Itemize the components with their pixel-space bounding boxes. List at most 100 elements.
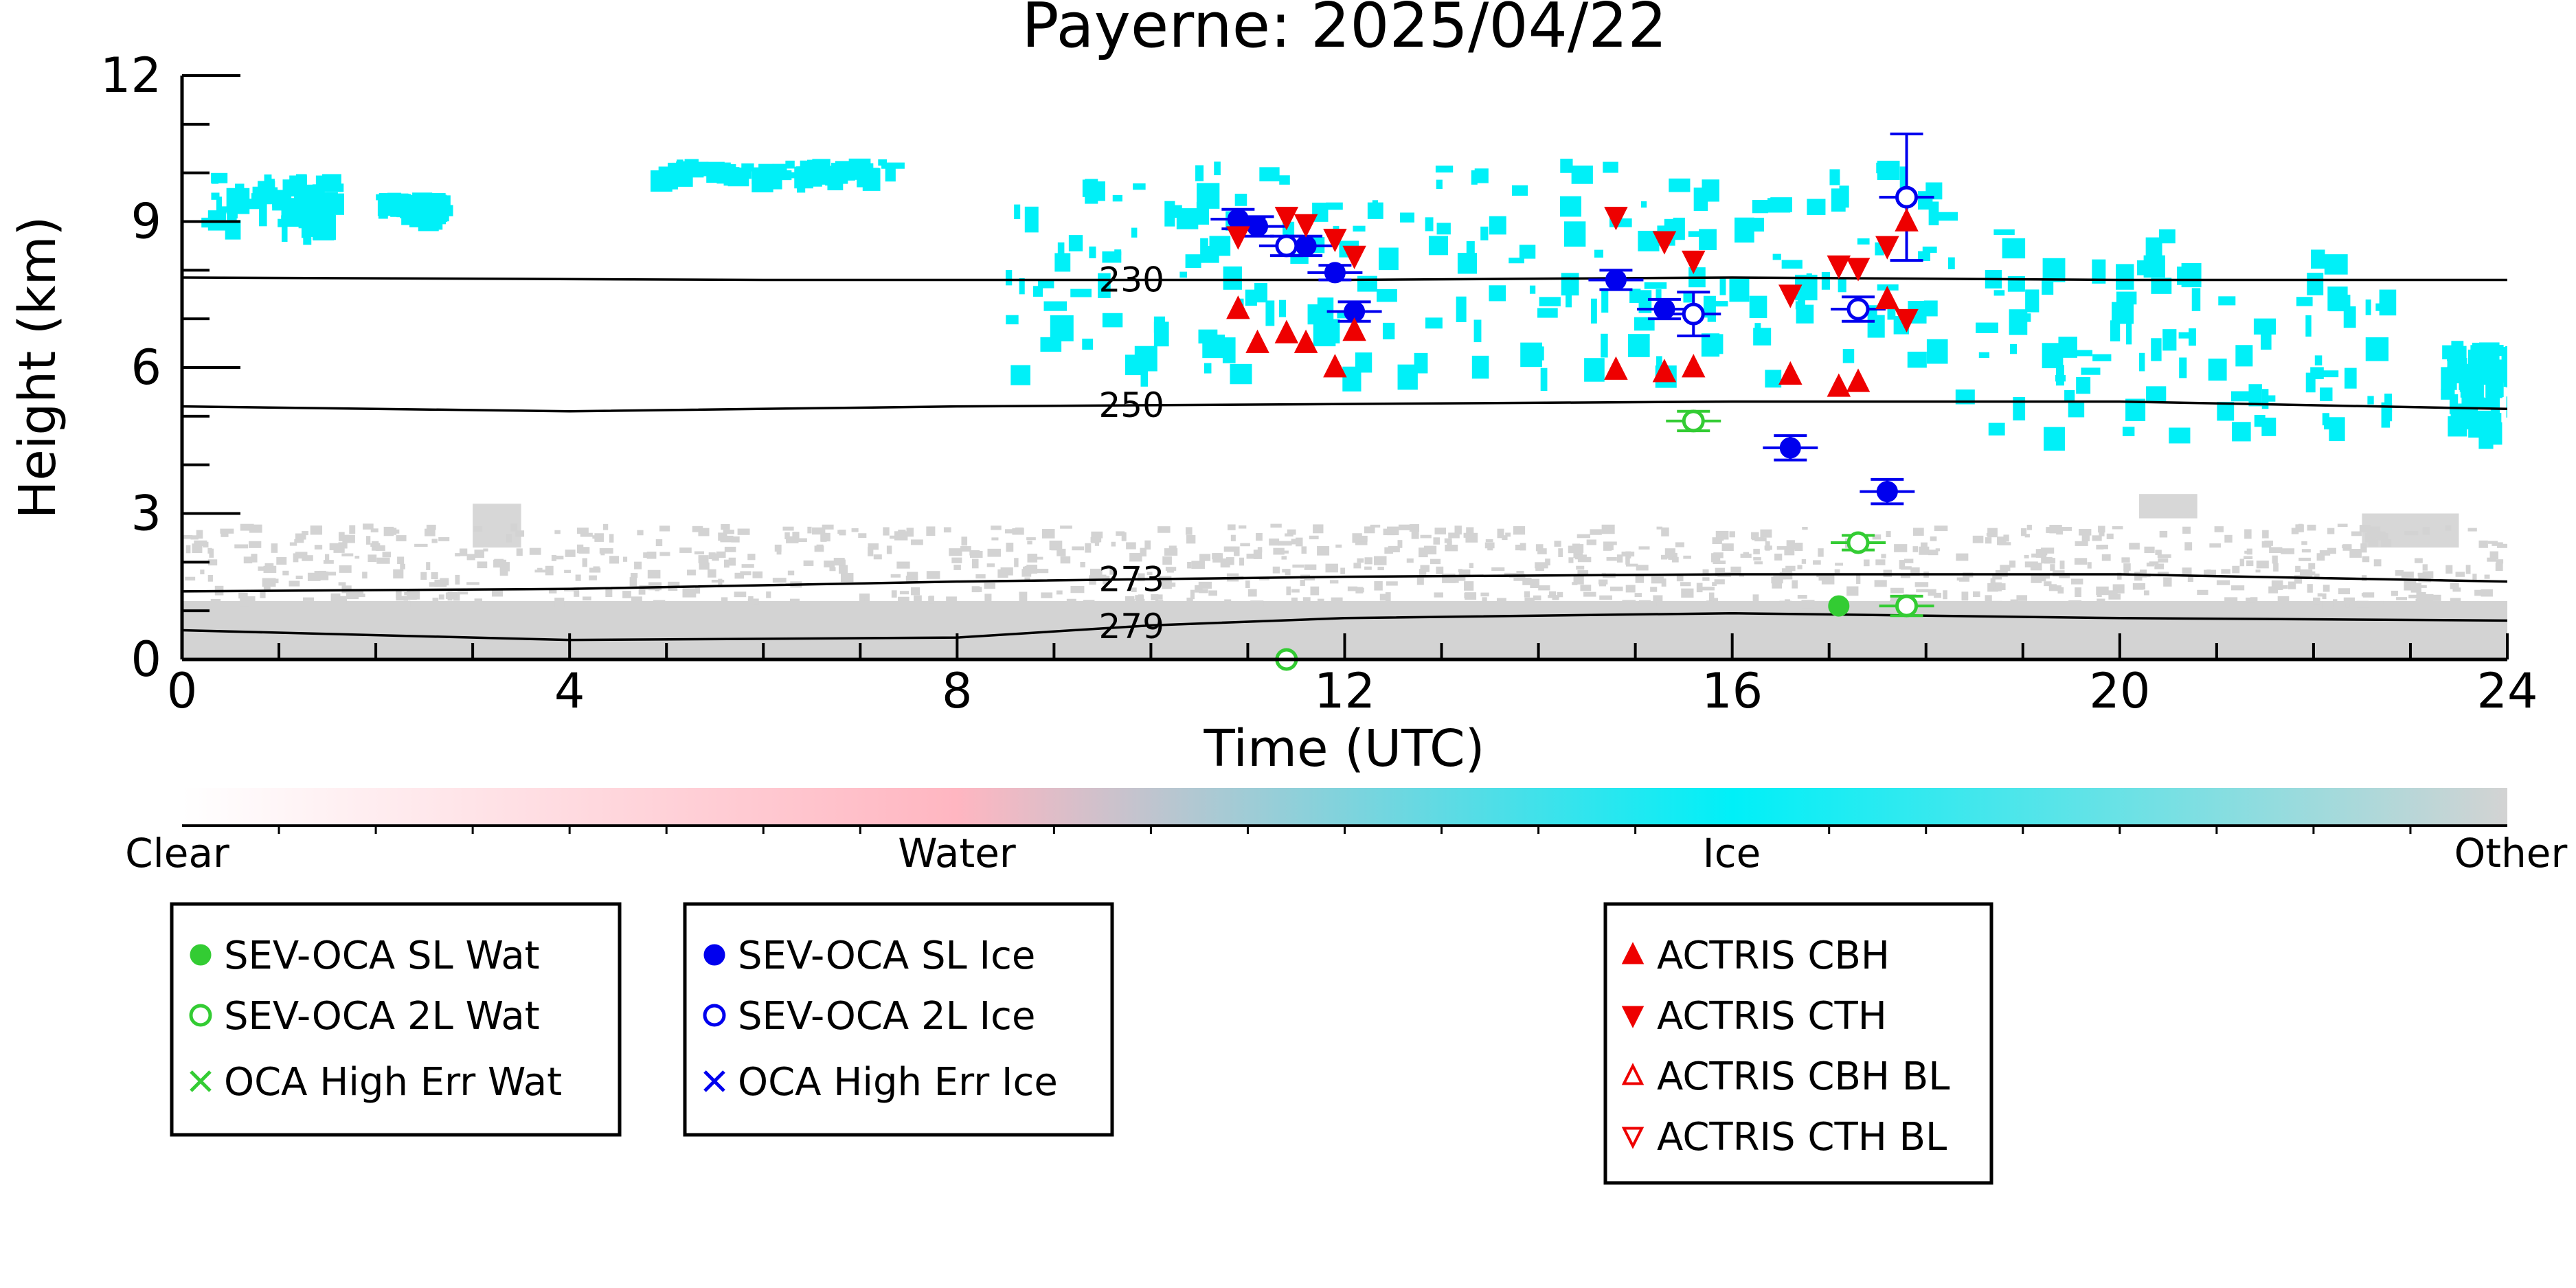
cloud-speck bbox=[1634, 317, 1655, 331]
cloud-speck bbox=[1886, 531, 1891, 538]
cloud-speck bbox=[2050, 564, 2055, 571]
cloud-speck bbox=[1887, 306, 1896, 320]
cloud-speck bbox=[2055, 365, 2064, 386]
cloud-speck bbox=[1000, 567, 1013, 576]
cloud-speck bbox=[1140, 364, 1149, 387]
cloud-speck bbox=[2327, 528, 2335, 534]
cloud-speck bbox=[2255, 569, 2261, 573]
cloud-speck bbox=[1435, 166, 1454, 173]
cloud-speck bbox=[2106, 533, 2114, 539]
cloud-speck bbox=[1717, 536, 1724, 541]
cloud-speck bbox=[1397, 540, 1403, 548]
cloud-speck bbox=[1157, 594, 1163, 600]
cloud-speck bbox=[1513, 574, 1526, 581]
cloud-speck bbox=[2025, 289, 2040, 313]
cloud-speck bbox=[2308, 563, 2316, 569]
point-actris-cbh bbox=[1245, 329, 1269, 353]
cloud-speck bbox=[1131, 227, 1138, 238]
cloud-speck bbox=[322, 174, 341, 192]
cloud-speck bbox=[741, 564, 754, 568]
cloud-speck bbox=[991, 526, 1002, 530]
cloud-speck bbox=[281, 217, 288, 242]
cloud-speck bbox=[1245, 580, 1250, 588]
point-actris-cbh bbox=[1681, 354, 1706, 378]
cloud-speck bbox=[265, 179, 275, 197]
cloud-speck bbox=[906, 528, 914, 537]
cloud-speck bbox=[1857, 238, 1870, 245]
cloud-speck bbox=[718, 532, 727, 541]
cloud-speck bbox=[1279, 175, 1290, 185]
cloud-speck bbox=[516, 548, 523, 556]
isotherm-230 bbox=[182, 276, 2507, 282]
cloud-speck bbox=[1976, 322, 1998, 333]
cloud-speck bbox=[324, 572, 337, 576]
cloud-speck bbox=[1014, 558, 1019, 567]
cloud-speck bbox=[1272, 566, 1280, 574]
cloud-speck bbox=[1801, 558, 1807, 564]
cloud-speck bbox=[1015, 527, 1024, 533]
cloud-speck bbox=[788, 172, 800, 179]
cloud-speck bbox=[295, 552, 308, 559]
cloud-speck bbox=[553, 555, 564, 560]
cloud-speck bbox=[2317, 370, 2339, 378]
cloud-speck bbox=[491, 589, 503, 597]
cloud-speck bbox=[1089, 568, 1103, 577]
y-tick-label: 0 bbox=[131, 631, 161, 688]
cloud-speck bbox=[2320, 387, 2333, 402]
cloud-speck bbox=[1920, 542, 1928, 551]
cloud-speck bbox=[2154, 563, 2165, 569]
cloud-speck bbox=[837, 530, 844, 534]
cloud-speck bbox=[1109, 569, 1117, 575]
cloud-speck bbox=[1680, 582, 1691, 587]
cloud-speck bbox=[2246, 560, 2254, 567]
cloud-speck bbox=[1292, 564, 1304, 568]
cloud-speck bbox=[2050, 584, 2057, 589]
cloud-speck bbox=[1300, 580, 1305, 586]
cloud-speck bbox=[2396, 597, 2408, 600]
cloud-speck bbox=[1936, 212, 1958, 221]
cloud-speck bbox=[2112, 302, 2134, 324]
cloud-speck bbox=[1049, 541, 1063, 550]
cloud-speck bbox=[354, 556, 360, 559]
legend-marker-shape bbox=[190, 944, 212, 966]
cloud-speck bbox=[576, 544, 584, 554]
cloud-speck bbox=[2139, 569, 2147, 578]
cloud-speck bbox=[2311, 249, 2325, 269]
cloud-speck bbox=[483, 548, 488, 552]
cloud-speck bbox=[2098, 526, 2105, 533]
cloud-speck bbox=[1714, 579, 1725, 585]
cloud-speck bbox=[1638, 600, 1651, 605]
cloud-speck bbox=[787, 536, 794, 543]
cloud-speck bbox=[576, 528, 589, 534]
cloud-speck bbox=[759, 172, 773, 190]
cloud-speck bbox=[1856, 575, 1861, 584]
cloud-speck bbox=[210, 598, 221, 604]
cloud-speck bbox=[2276, 585, 2288, 589]
cloud-speck bbox=[1466, 241, 1475, 257]
cloud-speck bbox=[2042, 278, 2054, 295]
cloud-speck bbox=[1433, 537, 1440, 545]
cloud-speck bbox=[1504, 572, 1511, 576]
cloud-speck bbox=[1706, 600, 1713, 609]
cloud-speck bbox=[1196, 202, 1210, 225]
cloud-speck bbox=[593, 566, 600, 570]
cloud-speck bbox=[258, 566, 267, 571]
cloud-speck bbox=[1471, 355, 1489, 379]
cloud-speck bbox=[1754, 323, 1761, 331]
cloud-speck bbox=[622, 556, 628, 562]
cloud-region-other bbox=[2362, 513, 2459, 548]
cloud-speck bbox=[1179, 271, 1188, 278]
point-actris-cth bbox=[1875, 236, 1899, 260]
cloud-speck bbox=[1961, 591, 1969, 601]
cloud-speck bbox=[440, 578, 449, 586]
cloud-speck bbox=[1752, 217, 1765, 232]
cloud-speck bbox=[721, 523, 730, 530]
cloud-speck bbox=[1713, 560, 1726, 565]
cloud-speck bbox=[1577, 534, 1591, 539]
cloud-speck bbox=[605, 589, 613, 598]
cloud-speck bbox=[1420, 565, 1430, 572]
cloud-speck bbox=[2324, 254, 2348, 275]
cloud-speck bbox=[984, 583, 996, 589]
cloud-speck bbox=[2009, 309, 2028, 335]
